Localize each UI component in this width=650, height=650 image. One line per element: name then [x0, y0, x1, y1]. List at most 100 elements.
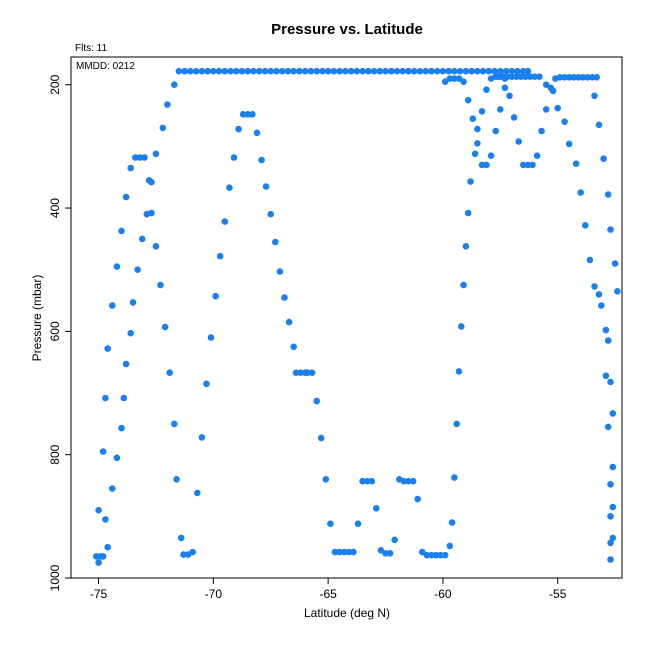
x-tick-label: -75	[90, 587, 108, 601]
data-point	[604, 337, 612, 344]
data-point	[368, 477, 376, 485]
data-point	[138, 235, 146, 243]
data-point	[278, 67, 286, 75]
data-point	[405, 477, 412, 485]
data-point	[152, 150, 160, 158]
data-point	[538, 127, 545, 135]
data-point	[109, 485, 116, 492]
data-point	[157, 281, 164, 289]
data-point	[134, 266, 141, 274]
data-point	[161, 323, 169, 331]
data-point	[95, 506, 102, 514]
y-tick-label: 800	[48, 444, 62, 464]
data-point	[99, 553, 107, 560]
data-point	[445, 67, 453, 75]
data-point	[290, 67, 298, 75]
y-tick-label: 1000	[48, 564, 62, 591]
data-point	[565, 140, 573, 148]
data-point	[432, 551, 440, 559]
data-point	[487, 152, 495, 159]
data-point	[104, 345, 111, 352]
data-point	[517, 73, 525, 80]
data-point	[611, 260, 619, 267]
data-point	[609, 534, 617, 542]
data-point	[313, 67, 321, 75]
data-point	[258, 156, 265, 164]
data-point	[614, 288, 621, 295]
plot-frame	[70, 56, 623, 579]
data-point	[460, 78, 467, 85]
data-point	[345, 548, 353, 556]
data-point	[607, 556, 614, 563]
data-point	[474, 67, 481, 75]
data-point	[595, 121, 603, 129]
data-point	[249, 111, 256, 118]
data-point	[536, 73, 543, 80]
data-point	[233, 67, 240, 75]
data-point	[235, 125, 242, 133]
data-point	[359, 477, 366, 485]
x-tick-label: -55	[549, 587, 567, 601]
data-point	[148, 178, 155, 186]
data-point	[582, 222, 589, 229]
data-point	[136, 154, 144, 161]
data-point	[491, 67, 498, 75]
data-point	[207, 334, 215, 341]
data-point	[451, 474, 458, 481]
data-point	[455, 368, 463, 375]
data-point	[598, 302, 605, 309]
data-point	[393, 67, 401, 75]
data-point	[428, 551, 435, 559]
y-axis: 200 400 600 800 1000	[48, 74, 71, 591]
data-point	[531, 73, 539, 80]
data-point	[433, 67, 441, 75]
data-point	[198, 434, 206, 441]
data-point	[607, 539, 614, 547]
data-point	[499, 73, 506, 80]
data-point	[524, 161, 532, 169]
data-point	[284, 67, 292, 75]
data-point	[469, 115, 477, 122]
data-point	[503, 73, 511, 80]
data-point	[141, 154, 148, 161]
data-point	[194, 489, 201, 497]
data-point	[292, 369, 300, 377]
data-point	[353, 67, 361, 75]
data-point	[586, 256, 594, 264]
data-point	[607, 513, 614, 520]
data-point	[122, 193, 130, 201]
data-point	[593, 74, 600, 81]
data-point	[565, 74, 573, 81]
data-point	[600, 155, 607, 162]
data-point	[113, 454, 121, 462]
data-point	[524, 67, 532, 75]
data-point	[494, 73, 502, 80]
data-point	[239, 111, 247, 118]
data-point	[391, 536, 399, 544]
data-point	[410, 67, 418, 75]
data-point	[422, 67, 430, 75]
data-point	[330, 67, 338, 75]
data-point	[175, 67, 183, 75]
data-point	[95, 559, 102, 566]
data-point	[386, 550, 394, 557]
data-point	[276, 268, 284, 275]
data-point	[561, 118, 568, 125]
data-point	[604, 423, 612, 431]
data-point	[508, 73, 516, 80]
data-point	[575, 74, 582, 81]
data-point	[388, 67, 395, 75]
data-point	[281, 294, 288, 301]
data-point	[572, 160, 580, 167]
data-point	[510, 114, 518, 121]
data-point	[192, 67, 200, 75]
x-tick-label: -65	[319, 587, 337, 601]
data-point	[399, 67, 407, 75]
data-point	[520, 161, 527, 169]
data-point	[474, 125, 481, 133]
data-point	[570, 74, 578, 81]
data-point	[464, 96, 472, 104]
data-point	[370, 67, 378, 75]
data-point	[166, 369, 173, 377]
